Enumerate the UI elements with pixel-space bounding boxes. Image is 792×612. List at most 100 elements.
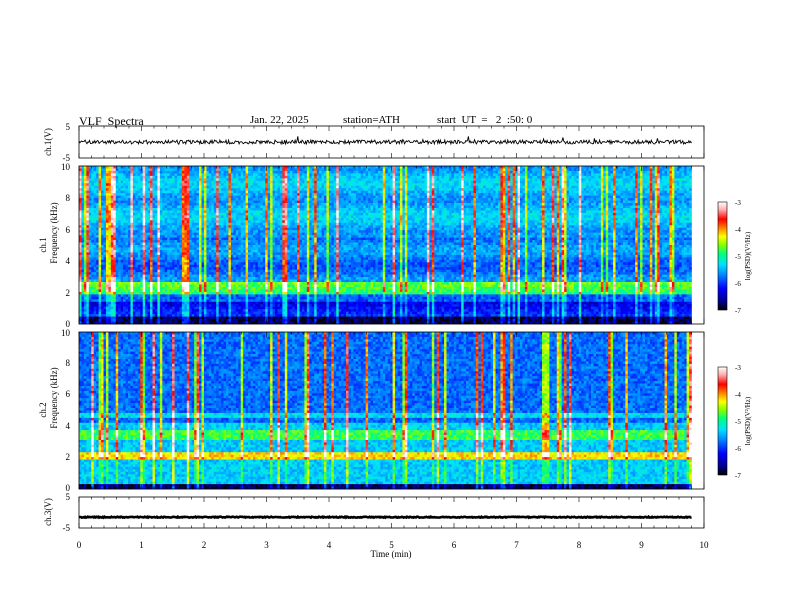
spectrogram-cell: [292, 183, 295, 187]
spectrogram-cell: [434, 183, 437, 187]
spectrogram-cell: [684, 175, 687, 179]
spectrogram-cell: [627, 190, 631, 194]
spectrogram-cell: [456, 180, 460, 184]
spectrogram-cell: [206, 205, 210, 209]
spectrogram-cell: [267, 168, 271, 172]
spectrogram-cell: [233, 168, 237, 172]
spectrogram-cell: [181, 180, 185, 184]
spectrogram-cell: [221, 188, 224, 191]
spectrogram-cell: [529, 173, 533, 177]
spectrogram-cell: [267, 190, 271, 194]
spectrogram-cell: [262, 212, 266, 216]
spectrogram-cell: [515, 190, 518, 194]
spectrogram-cell: [137, 207, 141, 211]
spectrogram-cell: [365, 188, 369, 191]
spectrogram-cell: [390, 200, 393, 204]
spectrogram-cell: [142, 212, 146, 216]
spectrogram-cell: [649, 200, 653, 204]
spectrogram-cell: [480, 195, 484, 199]
spectrogram-cell: [260, 190, 264, 194]
spectrogram-cell: [358, 212, 362, 216]
spectrogram-cell: [226, 168, 229, 172]
spectrogram-cell: [598, 188, 602, 191]
spectrogram-cell: [448, 170, 452, 174]
spectrogram-cell: [164, 183, 168, 187]
spectrogram-cell: [669, 175, 673, 179]
spectrogram-cell: [333, 195, 337, 199]
spectrogram-cell: [377, 195, 381, 199]
spectrogram-cell: [635, 188, 638, 191]
spectrogram-cell: [230, 178, 234, 182]
spectrogram-cell: [395, 203, 398, 206]
spectrogram-cell: [314, 190, 317, 194]
spectrogram-cell: [282, 195, 286, 199]
spectrogram-cell: [453, 188, 457, 191]
spectrogram-cell: [630, 200, 633, 204]
spectrogram-cell: [250, 168, 254, 172]
spectrogram-cell: [412, 195, 415, 199]
spectrogram-cell: [336, 178, 339, 182]
spectrogram-cell: [520, 203, 523, 206]
spectrogram-cell: [341, 198, 344, 201]
spectrogram-cell: [319, 175, 322, 179]
spectrogram-cell: [591, 168, 594, 172]
spectrogram-cell: [681, 178, 685, 182]
spectrogram-cell: [333, 173, 337, 177]
spectrogram-cell: [373, 198, 376, 201]
spectrogram-cell: [417, 195, 420, 199]
spectrogram-cell: [414, 210, 418, 214]
spectrogram-cell: [686, 207, 690, 211]
spectrogram-cell: [417, 205, 420, 209]
spectrogram-cell: [600, 207, 604, 211]
spectrogram-cell: [113, 168, 117, 172]
spectrogram-cell: [301, 198, 305, 201]
spectrogram-cell: [174, 175, 178, 179]
spectrogram-cell: [81, 207, 85, 211]
spectrogram-cell: [458, 185, 462, 189]
spectrogram-cell: [561, 185, 565, 189]
spectrogram-cell: [140, 210, 143, 214]
spectrogram-cell: [399, 198, 403, 201]
spectrogram-cell: [213, 178, 217, 182]
spectrogram-cell: [86, 205, 90, 209]
spectrogram-cell: [297, 183, 300, 187]
spectrogram-cell: [517, 180, 521, 184]
spectrogram-cell: [346, 198, 349, 201]
spectrogram-cell: [267, 166, 271, 169]
spectrogram-cell: [245, 193, 249, 196]
spectrogram-cell: [456, 185, 460, 189]
spectrogram-cell: [414, 198, 418, 201]
spectrogram-cell: [478, 200, 482, 204]
spectrogram-cell: [96, 170, 99, 174]
spectrogram-cell: [463, 175, 467, 179]
spectrogram-cell: [608, 180, 611, 184]
spectrogram-cell: [419, 166, 423, 169]
spectrogram-cell: [86, 193, 90, 196]
spectrogram-cell: [468, 178, 472, 182]
spectrogram-cell: [657, 188, 660, 191]
spectrogram-cell: [581, 193, 584, 196]
spectrogram-cell: [228, 175, 232, 179]
spectrogram-cell: [613, 183, 616, 187]
spectrogram-cell: [532, 200, 535, 204]
spectrogram-cell: [681, 207, 685, 211]
spectrogram-cell: [255, 185, 259, 189]
spectrogram-cell: [113, 212, 117, 216]
spectrogram-cell: [399, 207, 403, 211]
spectrogram-cell: [569, 188, 572, 191]
spectrogram-cell: [571, 183, 575, 187]
spectrogram-cell: [297, 175, 300, 179]
spectrogram-cell: [304, 168, 308, 172]
spectrogram-cell: [257, 190, 261, 194]
spectrogram-cell: [444, 180, 447, 184]
spectrogram-cell: [98, 178, 102, 182]
spectrogram-cell: [426, 195, 430, 199]
spectrogram-cell: [110, 178, 114, 182]
spectrogram-cell: [515, 173, 518, 177]
spectrogram-cell: [632, 207, 636, 211]
spectrogram-cell: [618, 198, 621, 201]
spectrogram-cell: [618, 200, 621, 204]
spectrogram-cell: [397, 166, 401, 169]
spectrogram-cell: [576, 200, 580, 204]
spectrogram-cell: [686, 185, 690, 189]
